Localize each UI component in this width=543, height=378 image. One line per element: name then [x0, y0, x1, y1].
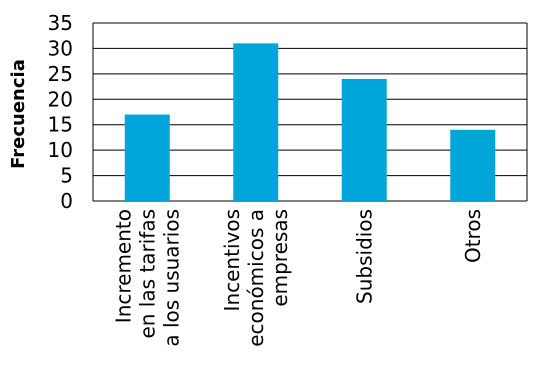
x-category-label: Incentivos económicos a empresas: [220, 209, 292, 347]
bars: [124, 43, 496, 201]
y-axis-title: Frecuencia: [8, 59, 29, 169]
x-category-label: Otros: [461, 209, 485, 263]
bar: [124, 114, 170, 201]
x-axis-categories: Incremento en las tarifas a los usuarios In…: [111, 209, 485, 347]
x-category-label: Subsidios: [352, 209, 376, 304]
x-category-label-line: Otros: [461, 209, 485, 263]
x-category-label-line: Incremento: [111, 209, 135, 323]
y-tick-label: 0: [60, 189, 73, 213]
x-category-label: Incremento en las tarifas a los usuarios: [111, 209, 183, 347]
x-category-label-line: a los usuarios: [159, 209, 183, 347]
x-category-label-line: económicos a: [244, 209, 268, 347]
bar: [341, 78, 387, 201]
y-tick-label: 35: [48, 11, 73, 35]
y-tick-label: 30: [48, 36, 73, 60]
x-category-label-line: en las tarifas: [135, 209, 159, 339]
y-tick-label: 25: [48, 62, 73, 86]
x-category-label-line: Subsidios: [352, 209, 376, 304]
y-tick-label: 15: [48, 113, 73, 137]
x-category-label-line: Incentivos: [220, 209, 244, 311]
y-tick-label: 20: [48, 87, 73, 111]
x-category-label-line: empresas: [268, 209, 292, 307]
y-tick-label: 10: [48, 138, 73, 162]
y-tick-label: 5: [60, 164, 73, 188]
bar: [233, 43, 279, 201]
bar: [450, 129, 496, 201]
